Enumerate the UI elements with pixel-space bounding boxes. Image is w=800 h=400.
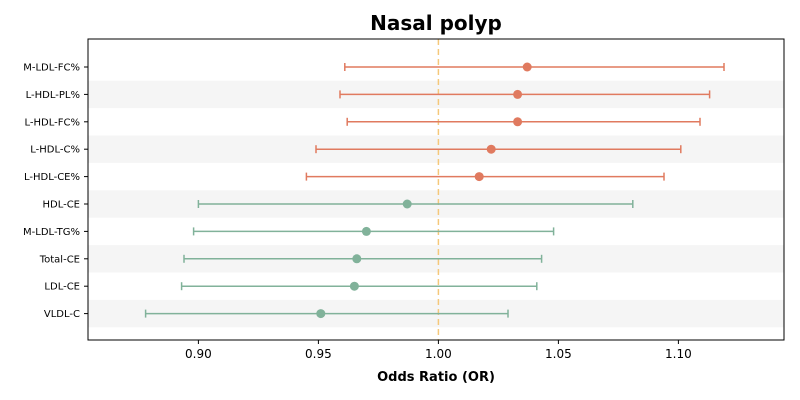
y-axis: M-LDL-FC% L-HDL-PL% L-HDL-FC% L-HDL-C% L-HDL… — [23, 63, 88, 320]
plot-marks — [144, 62, 725, 319]
chart-title: Nasal polyp — [370, 11, 502, 35]
forest-row — [315, 144, 682, 154]
forest-row — [344, 62, 725, 72]
x-tick-label: 0.95 — [305, 347, 332, 361]
forest-row — [180, 281, 538, 291]
category-label: HDL-CE — [42, 200, 80, 211]
forest-row — [346, 117, 701, 127]
point-estimate — [402, 199, 412, 209]
category-label: LDL-CE — [44, 282, 80, 293]
forest-row — [144, 309, 509, 319]
point-estimate — [316, 309, 326, 319]
forest-row — [183, 254, 543, 264]
x-axis-label: Odds Ratio (OR) — [377, 370, 495, 385]
forest-row — [339, 89, 711, 99]
category-label: L-HDL-CE% — [24, 172, 80, 183]
forest-row — [197, 199, 634, 209]
point-estimate — [361, 226, 371, 236]
x-tick-label: 1.05 — [545, 347, 572, 361]
point-estimate — [522, 62, 532, 72]
x-axis: 0.90 0.95 1.00 1.05 1.10 — [185, 340, 692, 361]
plot-frame — [87, 38, 785, 341]
category-label: L-HDL-FC% — [25, 117, 80, 128]
category-label: M-LDL-FC% — [23, 63, 80, 74]
category-label: L-HDL-PL% — [26, 90, 80, 101]
x-tick-label: 1.00 — [425, 347, 452, 361]
point-estimate — [513, 117, 523, 127]
category-label: VLDL-C — [44, 309, 80, 320]
point-estimate — [349, 281, 359, 291]
point-estimate — [513, 89, 523, 99]
point-estimate — [474, 172, 484, 182]
x-tick-label: 1.10 — [665, 347, 692, 361]
point-estimate — [352, 254, 362, 264]
x-tick-label: 0.90 — [185, 347, 212, 361]
forest-row — [192, 226, 555, 236]
point-estimate — [486, 144, 496, 154]
forest-row — [305, 172, 665, 182]
category-label: L-HDL-C% — [30, 145, 80, 156]
category-label: Total-CE — [39, 254, 80, 265]
category-label: M-LDL-TG% — [23, 227, 80, 238]
